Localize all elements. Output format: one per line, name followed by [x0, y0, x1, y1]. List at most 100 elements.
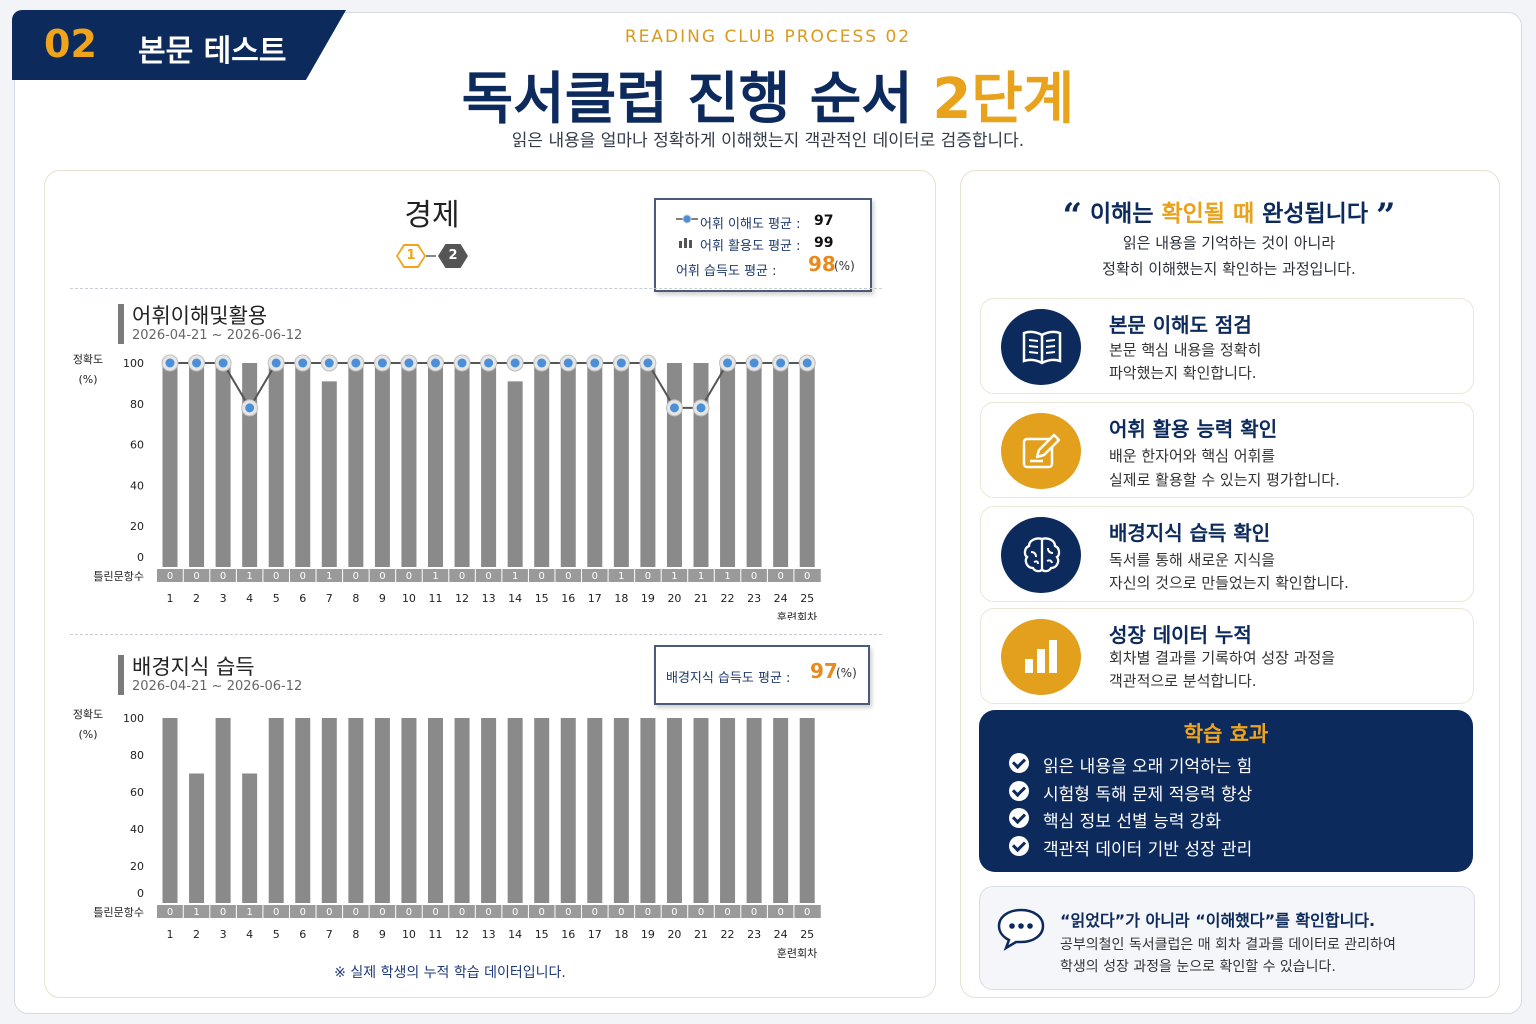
y-tick-label: 60 [130, 786, 144, 799]
wrong-count-value: 0 [671, 907, 677, 918]
page-button-2[interactable]: 2 [438, 244, 468, 268]
x-tick-label: 4 [246, 592, 253, 605]
line-point [723, 358, 733, 368]
bar [481, 718, 497, 903]
wrong-count-value: 0 [512, 907, 518, 918]
x-tick-label: 2 [193, 592, 200, 605]
acquisition-avg: 어휘 습득도 평균 :98 (%) [676, 252, 855, 279]
card-title: 배경지식 습득 확인 [1109, 521, 1271, 545]
x-tick-label: 15 [535, 928, 549, 941]
wrong-count-value: 0 [379, 907, 385, 918]
x-tick-label: 1 [167, 592, 174, 605]
card-desc-line2: 객관적으로 분석합니다. [1109, 672, 1257, 690]
line-point [298, 358, 308, 368]
bar [374, 363, 390, 567]
wrong-count-value: 0 [300, 571, 306, 582]
bar [321, 718, 337, 903]
page-subtitle: 읽은 내용을 얼마나 정확하게 이해했는지 객관적인 데이터로 검증합니다. [511, 131, 1025, 151]
bar [560, 363, 576, 567]
y-tick-label: 40 [130, 479, 144, 492]
wrong-count-value: 0 [167, 907, 173, 918]
x-tick-label: 20 [667, 928, 681, 941]
line-point [457, 358, 467, 368]
wrong-count-value: 0 [592, 907, 598, 918]
vocab-average-box: 어휘 이해도 평균 :97 어휘 활용도 평균 :99 어휘 습득도 평균 :9… [654, 198, 872, 292]
bar [162, 718, 178, 903]
line-point [431, 358, 440, 368]
y-tick-label: 0 [137, 887, 144, 900]
wrong-count-value: 0 [485, 907, 491, 918]
page-title: 독서클럽 진행 순서 2단계 [0, 54, 1536, 135]
wrong-count-value: 0 [432, 907, 438, 918]
wrong-count-value: 0 [565, 571, 571, 582]
bar [162, 363, 178, 567]
bar [428, 363, 443, 567]
x-tick-label: 1 [167, 928, 174, 941]
bar [428, 718, 443, 903]
x-tick-label: 3 [220, 592, 227, 605]
comprehension-avg: 어휘 이해도 평균 :97 [700, 213, 834, 232]
learning-effects-box: 학습 효과 읽은 내용을 오래 기억하는 힘 시험형 독해 문제 적응력 향상 … [979, 710, 1473, 872]
x-tick-label: 17 [588, 592, 602, 605]
x-tick-label: 25 [800, 928, 814, 941]
bar [454, 363, 470, 567]
wrong-count-value: 1 [512, 571, 518, 582]
wrong-count-value: 0 [379, 571, 385, 582]
quote-heading: “ 이해는 확인될 때 완성됩니다 ” [1062, 196, 1396, 236]
section-marker [118, 304, 124, 344]
x-tick-label: 16 [561, 592, 575, 605]
y-tick-label: 20 [130, 520, 144, 533]
x-tick-label: 12 [455, 928, 469, 941]
title-accent: 2단계 [932, 67, 1075, 132]
line-point [245, 403, 255, 413]
wrong-count-value: 0 [645, 571, 651, 582]
wrong-count-value: 0 [698, 907, 704, 918]
x-tick-label: 18 [614, 592, 628, 605]
bar [560, 718, 576, 903]
chart2-title: 배경지식 습득 [132, 655, 255, 679]
x-tick-label: 21 [694, 928, 708, 941]
x-tick-label: 3 [220, 928, 227, 941]
x-tick-label: 20 [667, 592, 681, 605]
quote-desc-line2: 정확히 이해했는지 확인하는 과정입니다. [1102, 260, 1356, 278]
line-point [643, 358, 653, 368]
check-icon [1009, 781, 1029, 801]
speech-bubble-icon [997, 908, 1045, 951]
line-point [484, 358, 494, 368]
line-point [271, 358, 281, 368]
x-tick-label: 16 [561, 928, 575, 941]
title-main: 독서클럽 진행 순서 [461, 67, 933, 132]
card-growth-data: 성장 데이터 누적 회차별 결과를 기록하여 성장 과정을 객관적으로 분석합니… [980, 608, 1474, 704]
bar [587, 363, 603, 567]
close-quote-icon: ” [1376, 196, 1396, 236]
x-tick-label: 23 [747, 928, 761, 941]
footnote: ※ 실제 학생의 누적 학습 데이터입니다. [334, 965, 566, 981]
wrong-count-value: 0 [273, 571, 279, 582]
bar [587, 718, 603, 903]
bar [215, 363, 231, 567]
line-point [404, 358, 414, 368]
bar [481, 363, 497, 567]
wrong-count-value: 0 [751, 907, 757, 918]
bar [640, 363, 656, 567]
card-desc-line1: 본문 핵심 내용을 정확히 [1109, 341, 1262, 359]
y-tick-label: 100 [123, 712, 144, 725]
x-tick-label: 24 [774, 592, 788, 605]
x-tick-label: 7 [326, 592, 333, 605]
subject-title: 경제 [404, 198, 460, 233]
page-button-1[interactable]: 1 [396, 244, 426, 268]
bar [215, 718, 231, 903]
x-tick-label: 9 [379, 592, 386, 605]
wrong-count-value: 0 [485, 571, 491, 582]
wrong-count-value: 0 [273, 907, 279, 918]
x-tick-label: 11 [429, 592, 443, 605]
card-background-knowledge: 배경지식 습득 확인 독서를 통해 새로운 지식을 자신의 것으로 만들었는지 … [980, 506, 1474, 602]
wrong-count-value: 0 [220, 571, 226, 582]
wrong-count-value: 1 [432, 571, 438, 582]
wrong-count-strip [157, 569, 821, 582]
step-label: 본문 테스트 [138, 34, 287, 69]
x-tick-label: 14 [508, 592, 522, 605]
line-point [324, 358, 334, 368]
check-icon [1009, 753, 1029, 773]
